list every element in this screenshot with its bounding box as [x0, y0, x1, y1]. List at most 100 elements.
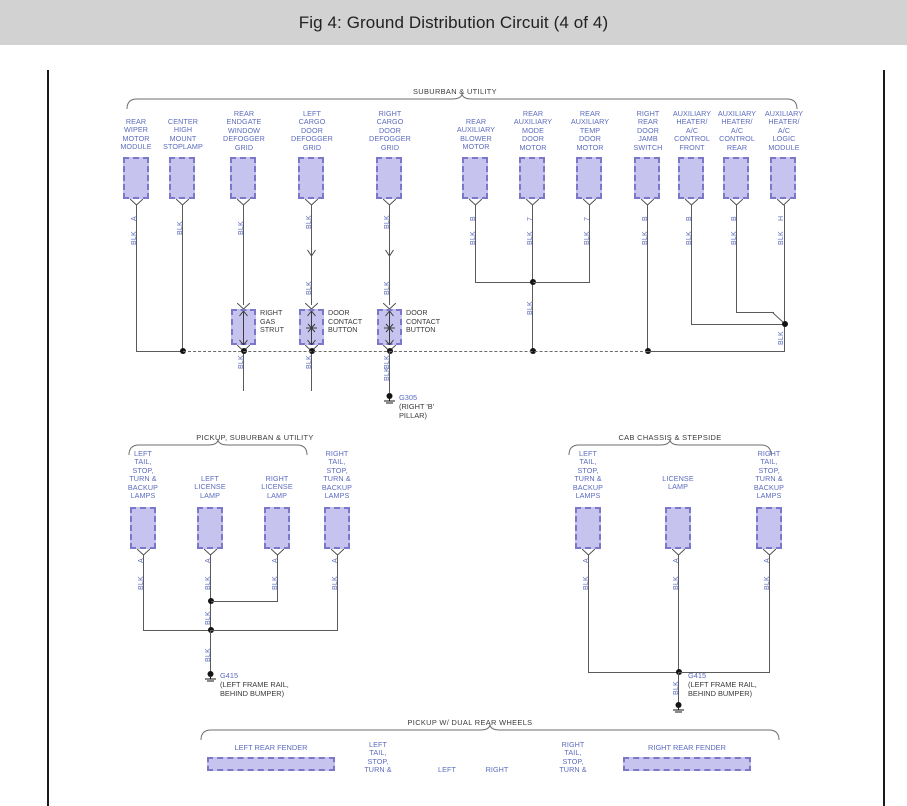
component-label: RIGHT REAR DOOR JAMB SWITCH — [633, 109, 663, 152]
ground-name-label: G415 — [688, 671, 707, 680]
component-block — [519, 157, 545, 199]
wire-segment — [243, 351, 244, 391]
section-title-top: SUBURBAN & UTILITY — [413, 87, 497, 96]
component-block — [576, 157, 602, 199]
wire-segment — [691, 324, 784, 325]
page-title: Fig 4: Ground Distribution Circuit (4 of… — [298, 12, 609, 32]
section-bracket-top — [126, 92, 798, 110]
component-block — [723, 157, 749, 199]
wire-color-label: BLK — [778, 331, 785, 345]
component-block — [462, 157, 488, 199]
component-block — [197, 507, 223, 549]
section-bracket-bottom — [200, 723, 780, 741]
arrow-up-icon — [238, 311, 249, 345]
wire-segment — [277, 555, 278, 601]
wire-segment — [736, 205, 737, 312]
component-block — [678, 157, 704, 199]
wire-segment — [143, 630, 210, 631]
wire-color-label: BLK — [384, 367, 391, 381]
component-block-right-rear-fender — [623, 757, 751, 771]
component-label: AUXILIARY HEATER/ A/C LOGIC MODULE — [764, 109, 804, 152]
wire-segment — [678, 555, 679, 672]
component-label: LEFT — [438, 765, 456, 774]
wire-segment — [337, 555, 338, 630]
component-label: LICENSE LAMP — [662, 474, 694, 492]
ground-symbol-g305 — [383, 393, 396, 405]
junction-node — [782, 321, 788, 327]
ground-symbol-g415-right — [672, 671, 685, 683]
wire-segment — [647, 205, 648, 351]
wire-color-label: BLK — [205, 648, 212, 662]
component-label: CENTER HIGH MOUNT STOPLAMP — [163, 117, 203, 152]
component-block — [324, 507, 350, 549]
section-title-mid-left: PICKUP, SUBURBAN & UTILITY — [196, 433, 314, 442]
wire-segment — [679, 672, 770, 673]
wire-segment — [311, 351, 312, 391]
arrow-up-icon — [384, 311, 395, 345]
component-block — [130, 507, 156, 549]
component-label: RIGHT CARGO DOOR DEFOGGER GRID — [369, 109, 411, 152]
page-border-left — [47, 70, 49, 806]
wire-segment — [211, 601, 278, 602]
wire-segment — [475, 205, 476, 282]
wire-color-label: BLK — [673, 681, 680, 695]
ground-symbol-g415-left — [204, 671, 217, 683]
component-block — [376, 157, 402, 199]
ground-name-label: G415 — [220, 671, 239, 680]
component-label: LEFT TAIL, STOP, TURN & BACKUP LAMPS — [572, 449, 604, 501]
wire-segment — [533, 282, 590, 283]
component-block — [169, 157, 195, 199]
wire-segment — [182, 205, 183, 351]
component-label: REAR AUXILIARY BLOWER MOTOR — [456, 117, 496, 152]
wire-segment — [389, 205, 390, 305]
wire-segment — [210, 630, 211, 675]
wire-color-label: BLK — [384, 281, 391, 295]
wire-segment — [678, 672, 679, 705]
component-block — [230, 157, 256, 199]
component-label: LEFT TAIL, STOP, TURN & BACKUP LAMPS — [127, 449, 159, 501]
component-label: RIGHT — [485, 765, 509, 774]
wire-color-label: BLK — [306, 281, 313, 295]
wire-segment — [210, 555, 211, 630]
wire-segment — [143, 555, 144, 630]
wire-segment — [769, 555, 770, 672]
wire-segment — [588, 672, 678, 673]
component-label: RIGHT REAR FENDER — [648, 743, 726, 752]
component-block — [298, 157, 324, 199]
ground-desc-label: (RIGHT 'B' PILLAR) — [399, 402, 435, 420]
wire-segment — [588, 555, 589, 672]
component-label: REAR AUXILIARY TEMP DOOR MOTOR — [570, 109, 610, 152]
component-label: AUXILIARY HEATER/ A/C CONTROL REAR — [717, 109, 757, 152]
wire-segment — [532, 205, 533, 351]
device-label: RIGHT GAS STRUT — [260, 308, 284, 335]
component-block — [634, 157, 660, 199]
wire-segment — [589, 205, 590, 282]
arrow-down-icon — [384, 249, 395, 257]
component-label: REAR AUXILIARY MODE DOOR MOTOR — [513, 109, 553, 152]
component-block — [665, 507, 691, 549]
component-block — [575, 507, 601, 549]
device-label: DOOR CONTACT BUTTON — [328, 308, 363, 335]
wiring-diagram-canvas: SUBURBAN & UTILITY REAR WIPER MOTOR MODU… — [0, 45, 907, 806]
arrow-down-icon — [306, 249, 317, 257]
wire-segment — [475, 282, 532, 283]
ground-name-label: G305 — [399, 393, 418, 402]
component-label: RIGHT TAIL, STOP, TURN & BACKUP LAMPS — [753, 449, 785, 501]
ground-symbol-g415-right-glyph — [672, 702, 685, 714]
component-label: LEFT TAIL, STOP, TURN & — [364, 740, 392, 775]
component-label: AUXILIARY HEATER/ A/C CONTROL FRONT — [672, 109, 712, 152]
component-label: RIGHT LICENSE LAMP — [261, 474, 293, 500]
section-title-mid-right: CAB CHASSIS & STEPSIDE — [618, 433, 722, 442]
wire-segment — [648, 351, 785, 352]
device-label: DOOR CONTACT BUTTON — [406, 308, 441, 335]
wire-segment — [691, 205, 692, 324]
component-block-left-rear-fender — [207, 757, 335, 771]
component-label: RIGHT TAIL, STOP, TURN & — [559, 740, 587, 775]
component-block — [770, 157, 796, 199]
wire-segment — [736, 312, 774, 313]
component-label: REAR WIPER MOTOR MODULE — [120, 117, 152, 152]
figure-header-bar: Fig 4: Ground Distribution Circuit (4 of… — [0, 0, 907, 45]
wire-segment — [784, 205, 785, 351]
section-title-bottom: PICKUP W/ DUAL REAR WHEELS — [407, 718, 533, 727]
wire-segment — [136, 351, 183, 352]
